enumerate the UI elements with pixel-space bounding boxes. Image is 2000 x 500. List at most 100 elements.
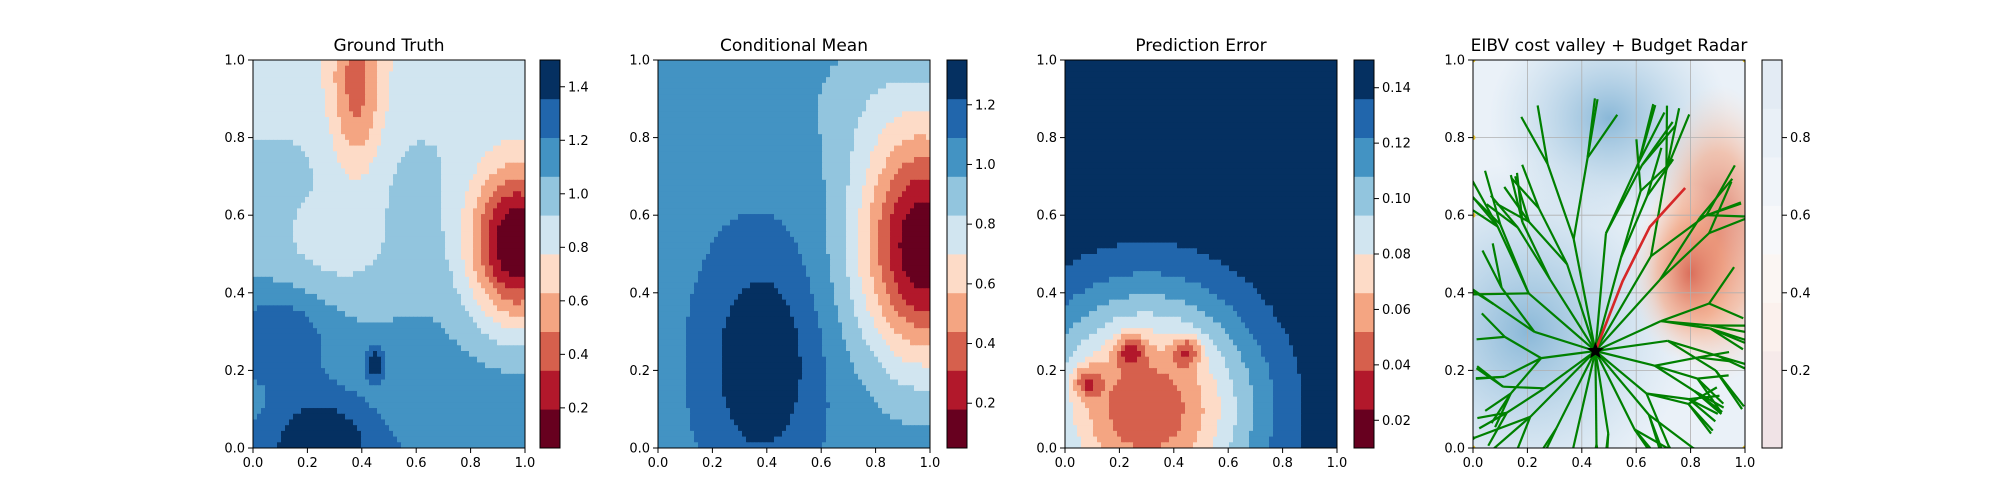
- colorbar-tick-label: 1.2: [975, 98, 996, 113]
- candidate-path: [1659, 232, 1710, 281]
- candidate-path: [1478, 411, 1508, 430]
- candidate-path: [1641, 121, 1674, 166]
- candidate-path: [1527, 292, 1597, 352]
- panel-3: Prediction Error 0.0 0.2 0.4 0.6 0.8 1.0 0.0 0.2…: [1036, 36, 1411, 471]
- y-tick-label: 0.2: [1444, 364, 1465, 379]
- candidate-path: [1474, 415, 1531, 439]
- colorbar-tick-label: 0.2: [1790, 364, 1811, 379]
- candidate-path: [1586, 98, 1599, 158]
- candidate-path: [1639, 161, 1672, 192]
- colorbar-tick-label: 0.6: [1790, 209, 1811, 224]
- colorbar-tick-label: 0.8: [1790, 131, 1811, 146]
- colorbar-tick-label: 1.4: [568, 80, 589, 95]
- boundary-marker: [1473, 212, 1476, 218]
- candidate-path: [1619, 195, 1649, 258]
- candidate-path: [1492, 416, 1531, 448]
- boundary-marker: [1473, 60, 1476, 63]
- candidate-path: [1591, 494, 1605, 500]
- candidate-path: [1503, 357, 1542, 378]
- candidate-path: [1473, 292, 1529, 296]
- candidate-path: [1509, 174, 1524, 223]
- axes-frame: [657, 59, 931, 449]
- candidate-path: [1647, 414, 1663, 448]
- candidate-path: [1481, 250, 1503, 289]
- x-tick-label: 0.8: [1272, 456, 1293, 471]
- candidate-path: [1669, 479, 1680, 500]
- y-tick-label: 0.0: [224, 442, 245, 457]
- candidate-path: [1586, 114, 1619, 159]
- y-tick-label: 1.0: [1036, 54, 1057, 69]
- x-tick-label: 0.0: [1055, 456, 1076, 471]
- candidate-path: [1534, 330, 1596, 353]
- x-tick-label: 0.8: [460, 456, 481, 471]
- x-tick-label: 1.0: [920, 456, 941, 471]
- x-tick-label: 0.6: [406, 456, 427, 471]
- candidate-path: [1710, 324, 1745, 333]
- candidate-path: [1473, 436, 1475, 439]
- colorbar: 0.02 0.04 0.06 0.08 0.10 0.12 0.14: [1353, 59, 1411, 449]
- candidate-path: [1493, 303, 1535, 333]
- candidate-path: [1527, 485, 1529, 500]
- x-tick-label: 0.4: [1571, 456, 1592, 471]
- candidate-path: [1672, 474, 1704, 495]
- y-tick-label: 0.4: [1444, 286, 1465, 301]
- candidate-path: [1476, 335, 1505, 341]
- candidate-path: [1499, 223, 1530, 294]
- candidate-path: [1673, 478, 1684, 500]
- panel-title: Conditional Mean: [720, 36, 868, 56]
- y-tick-label: 0.4: [629, 286, 650, 301]
- y-tick-label: 0.0: [1444, 442, 1465, 457]
- candidate-path: [1708, 181, 1733, 234]
- candidate-path: [1637, 103, 1655, 163]
- candidate-path: [1646, 147, 1663, 197]
- candidate-path: [1665, 107, 1681, 170]
- candidate-path: [1669, 480, 1681, 500]
- candidate-path: [1697, 350, 1730, 359]
- y-tick-label: 1.0: [629, 54, 650, 69]
- candidate-path: [1696, 377, 1721, 411]
- colorbar-tick-label: 0.2: [975, 397, 996, 412]
- colorbar: 0.2 0.4 0.6 0.8: [1761, 59, 1811, 449]
- colorbar: 0.2 0.4 0.6 0.8 1.0 1.2 1.4: [539, 59, 589, 449]
- y-tick-label: 0.6: [629, 209, 650, 224]
- candidate-path: [1503, 385, 1545, 390]
- x-tick-label: 0.8: [1680, 456, 1701, 471]
- colorbar-tick-label: 0.4: [568, 348, 589, 363]
- colorbar-tick-label: 0.4: [1790, 286, 1811, 301]
- panel-2: Conditional Mean 0.0 0.2 0.4 0.6 0.8 1.0 0.0 0.2…: [629, 36, 995, 471]
- candidate-path: [1473, 208, 1499, 228]
- candidate-path: [1654, 356, 1699, 367]
- candidate-tree: [1473, 98, 1745, 500]
- candidate-path: [1594, 257, 1623, 352]
- candidate-path: [1697, 374, 1729, 380]
- candidate-path: [1649, 169, 1668, 257]
- candidate-path: [1706, 214, 1745, 218]
- candidate-path: [1483, 170, 1502, 225]
- candidate-path: [1510, 177, 1540, 210]
- y-tick-label: 1.0: [1444, 54, 1465, 69]
- candidate-path: [1648, 413, 1695, 448]
- candidate-path: [1637, 111, 1666, 163]
- boundary-marker: [1473, 135, 1476, 141]
- candidate-path: [1687, 403, 1712, 435]
- candidate-path: [1708, 302, 1744, 320]
- x-tick-label: 1.0: [515, 456, 536, 471]
- candidate-path: [1516, 226, 1551, 281]
- candidate-path: [1673, 478, 1681, 500]
- candidate-path: [1572, 157, 1589, 240]
- candidate-path: [1546, 163, 1575, 240]
- candidate-path: [1594, 350, 1636, 430]
- candidate-path: [1490, 392, 1512, 424]
- candidate-path: [1595, 444, 1599, 448]
- candidate-path: [1542, 427, 1558, 448]
- candidate-path: [1696, 377, 1725, 405]
- candidate-path: [1596, 494, 1601, 500]
- candidate-path: [1528, 221, 1568, 265]
- candidate-path: [1667, 445, 1670, 448]
- candidate-path: [1491, 243, 1503, 289]
- axes-frame: [1064, 59, 1338, 449]
- y-tick-label: 0.6: [1444, 209, 1465, 224]
- x-tick-label: 0.6: [1218, 456, 1239, 471]
- y-tick-label: 0.8: [224, 131, 245, 146]
